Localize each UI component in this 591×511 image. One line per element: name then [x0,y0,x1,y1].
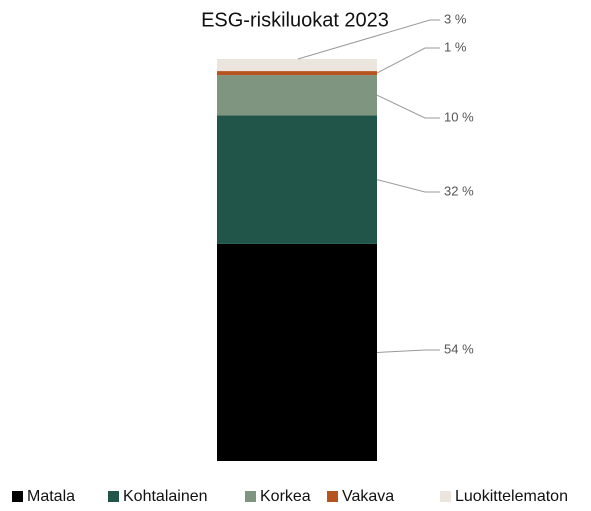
leader-line [376,349,440,353]
leader-line [297,19,440,60]
bar-segment [217,71,377,76]
data-label: 32 % [444,183,474,198]
bar-segment [217,243,377,461]
data-label: 3 % [444,11,467,26]
legend-swatch [440,491,451,502]
legend-label: Vakava [342,488,394,505]
data-label: 1 % [444,39,467,54]
legend-label: Korkea [260,488,311,505]
legend-swatch [12,491,23,502]
leader-line [376,47,440,74]
legend-label: Kohtalainen [123,488,208,505]
bar-segment [217,115,377,244]
legend-label: Matala [27,488,75,505]
chart-title: ESG-riskiluokat 2023 [201,9,389,31]
bar-segment [217,59,377,72]
data-label: 10 % [444,109,474,124]
legend-swatch [108,491,119,502]
bar-segment [217,75,377,116]
legend-swatch [327,491,338,502]
data-label: 54 % [444,341,474,356]
leader-line [376,179,440,193]
legend-label: Luokittelematon [455,488,568,505]
legend-swatch [245,491,256,502]
leader-line [376,94,440,119]
